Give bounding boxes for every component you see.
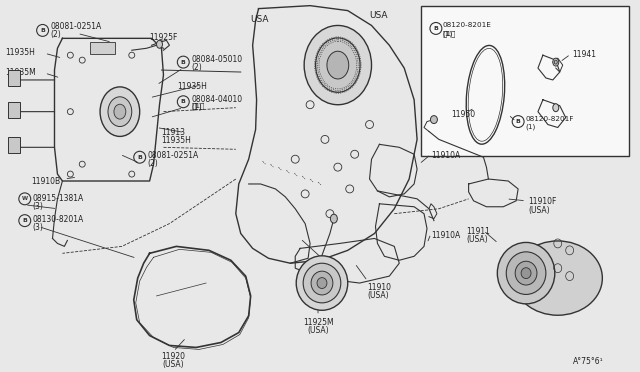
Text: 08120-8201E: 08120-8201E — [443, 22, 492, 29]
Text: B: B — [137, 155, 142, 160]
Text: 、1）: 、1） — [443, 31, 456, 37]
Text: 08915-1381A: 08915-1381A — [33, 194, 84, 203]
Ellipse shape — [521, 268, 531, 279]
Ellipse shape — [316, 38, 360, 92]
Text: 11935H: 11935H — [5, 48, 35, 57]
Text: 11925M: 11925M — [303, 318, 333, 327]
Text: 08084-04010: 08084-04010 — [191, 95, 243, 104]
Text: 11950: 11950 — [451, 110, 475, 119]
Bar — [8, 70, 20, 86]
Bar — [421, 6, 629, 156]
Ellipse shape — [330, 214, 337, 223]
Text: 11935H: 11935H — [161, 137, 191, 145]
Text: (USA): (USA) — [163, 360, 184, 369]
Ellipse shape — [497, 243, 555, 304]
Text: (2): (2) — [148, 159, 158, 168]
Ellipse shape — [506, 252, 546, 294]
Text: 11925F: 11925F — [150, 33, 178, 42]
Bar — [90, 42, 115, 54]
Ellipse shape — [515, 261, 537, 285]
Text: 11910A: 11910A — [431, 151, 460, 160]
Text: B: B — [181, 99, 186, 104]
Text: 11941: 11941 — [573, 50, 596, 59]
Text: (3): (3) — [33, 202, 44, 211]
Ellipse shape — [553, 104, 559, 112]
Text: USA: USA — [251, 15, 269, 23]
Text: W: W — [22, 196, 28, 201]
Text: B: B — [433, 26, 438, 31]
Text: 11910B: 11910B — [31, 177, 60, 186]
Text: (1): (1) — [443, 31, 453, 37]
Ellipse shape — [554, 60, 557, 64]
Text: (USA): (USA) — [367, 291, 389, 300]
Text: (1): (1) — [525, 124, 535, 130]
Ellipse shape — [100, 87, 140, 137]
Text: (USA): (USA) — [307, 326, 329, 335]
Text: (1): (1) — [191, 103, 202, 112]
Ellipse shape — [327, 51, 349, 79]
Text: A°75°6¹: A°75°6¹ — [573, 357, 604, 366]
Ellipse shape — [296, 256, 348, 310]
Text: 11935H: 11935H — [177, 82, 207, 91]
Ellipse shape — [157, 40, 163, 48]
Text: (USA): (USA) — [528, 206, 550, 215]
Text: 、1）: 、1） — [191, 103, 205, 109]
Text: 08120-8201F: 08120-8201F — [525, 116, 573, 122]
Text: (2): (2) — [191, 63, 202, 72]
Text: B: B — [22, 218, 28, 223]
Ellipse shape — [108, 97, 132, 126]
Text: (3): (3) — [33, 222, 44, 232]
Text: 08081-0251A: 08081-0251A — [51, 22, 102, 32]
Text: USA: USA — [369, 10, 388, 20]
Text: 11920: 11920 — [161, 352, 186, 361]
Text: 11913: 11913 — [161, 128, 186, 137]
Ellipse shape — [303, 263, 341, 303]
Text: (2): (2) — [51, 31, 61, 39]
Ellipse shape — [431, 116, 437, 124]
Ellipse shape — [114, 104, 126, 119]
Text: B: B — [40, 28, 45, 33]
Text: B: B — [516, 119, 520, 124]
Text: 11910F: 11910F — [528, 197, 556, 206]
Text: 11910A: 11910A — [431, 231, 460, 240]
Text: 08081-0251A: 08081-0251A — [148, 151, 199, 160]
Text: 08084-05010: 08084-05010 — [191, 55, 243, 64]
Text: 11911: 11911 — [467, 227, 490, 235]
Text: (USA): (USA) — [467, 235, 488, 244]
Bar — [8, 137, 20, 153]
Text: B: B — [181, 60, 186, 65]
Ellipse shape — [553, 58, 559, 66]
Ellipse shape — [317, 278, 327, 289]
Bar — [8, 102, 20, 118]
Text: 08130-8201A: 08130-8201A — [33, 215, 84, 224]
Ellipse shape — [513, 241, 602, 315]
Text: 11935M: 11935M — [5, 68, 36, 77]
Ellipse shape — [304, 25, 371, 105]
Text: 11910: 11910 — [367, 283, 392, 292]
Ellipse shape — [311, 271, 333, 295]
